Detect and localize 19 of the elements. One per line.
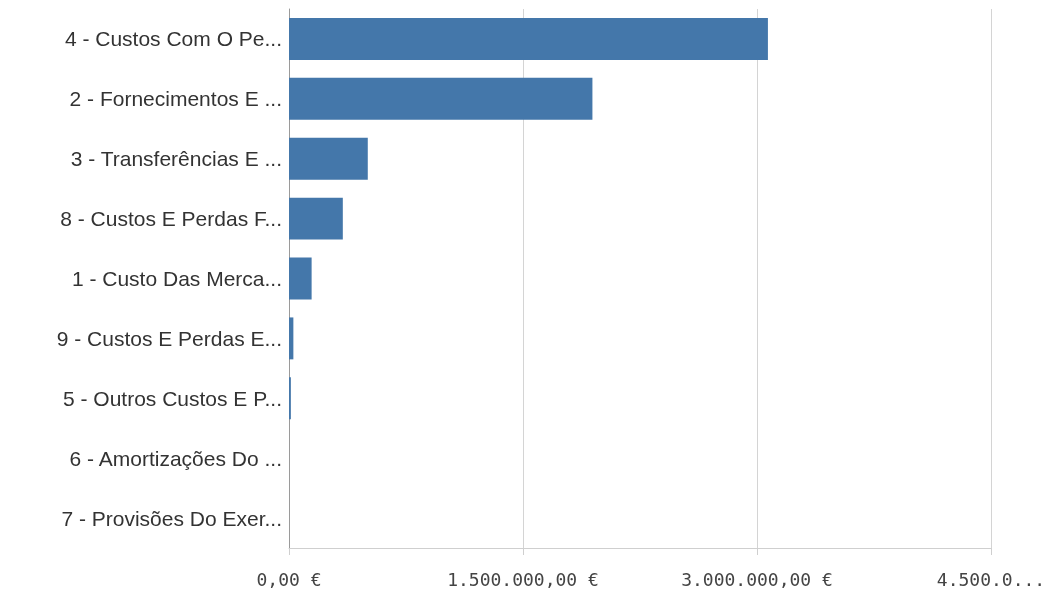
bar [289,17,768,60]
y-tick-label: 7 - Provisões Do Exer... [61,506,282,530]
y-tick-label: 3 - Transferências E ... [70,147,282,171]
y-tick-label: 2 - Fornecimentos E ... [69,87,282,111]
bar [289,197,343,240]
bar [289,77,593,120]
x-tick-label: 3.000.000,00 € [681,568,833,590]
bar [289,317,294,360]
x-tick-label: 4.500.0... [936,568,1046,590]
x-tick-label: 1.500.000,00 € [447,568,599,590]
bar [289,257,312,300]
bar [289,137,368,180]
y-tick-label: 8 - Custos E Perdas F... [60,207,282,231]
y-tick-label: 6 - Amortizações Do ... [69,446,282,470]
y-tick-label: 4 - Custos Com O Pe... [64,27,282,51]
x-tick-label: 0,00 € [256,568,322,590]
y-tick-label: 1 - Custo Das Merca... [71,267,282,290]
y-tick-label: 9 - Custos E Perdas E... [56,326,282,350]
y-tick-label: 5 - Outros Custos E P... [62,386,282,410]
